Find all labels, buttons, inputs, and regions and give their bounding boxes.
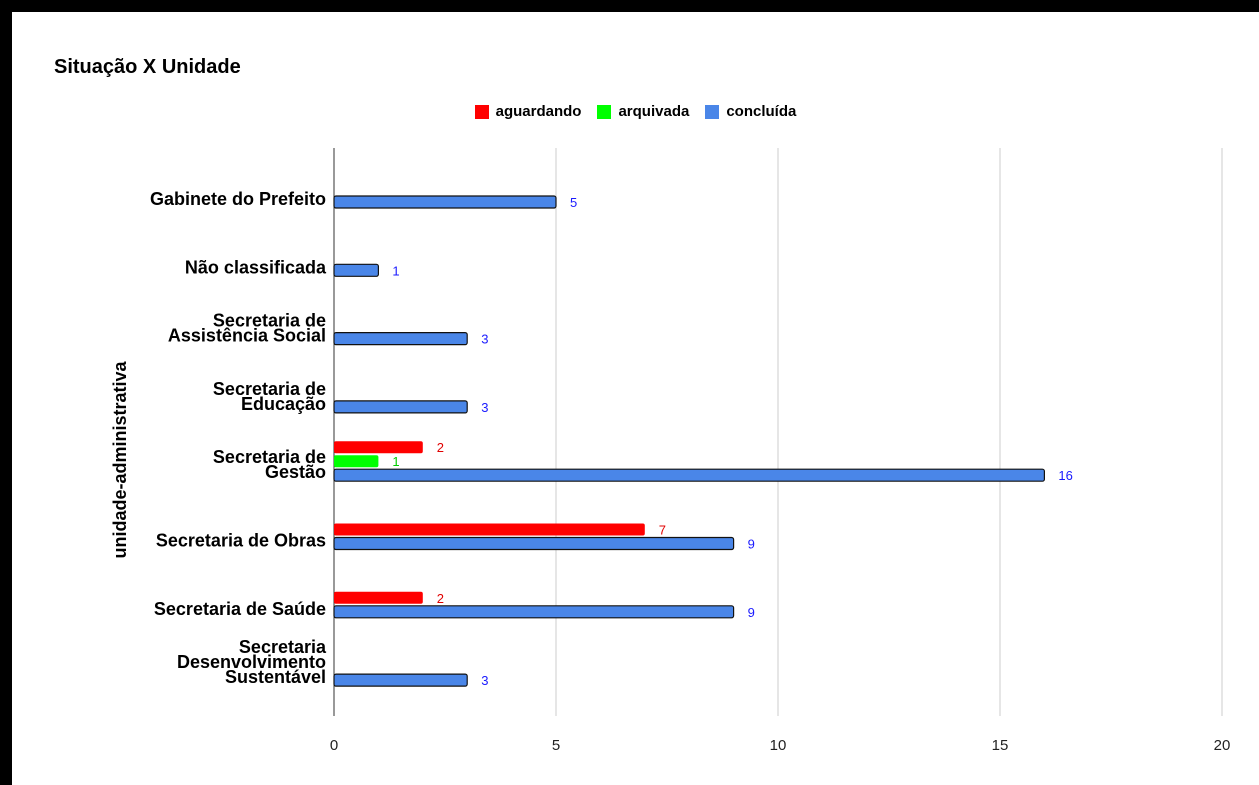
data-label-concluída-2: 3 (481, 332, 488, 347)
chart-panel: Situação X Unidade aguardando arquivada … (12, 12, 1259, 785)
x-tick-label-20: 20 (1214, 737, 1231, 754)
data-label-concluída-3: 3 (481, 400, 488, 415)
chart-legend: aguardando arquivada concluída (12, 103, 1259, 120)
x-tick-label-15: 15 (992, 737, 1009, 754)
data-label-arquivada-4: 1 (392, 454, 399, 469)
data-label-concluída-6: 9 (748, 605, 755, 620)
legend-label-aguardando: aguardando (495, 103, 582, 120)
chart-plot: 0 5 10 15 20 5 Gabinete do Prefeito 1 Não classi… (150, 148, 1231, 754)
legend-item-concluida[interactable]: concluída (705, 103, 796, 120)
category-label-3-1: Educação (241, 394, 326, 414)
category-label-4-1: Gestão (265, 462, 326, 482)
category-label-2-0: Secretaria de (213, 311, 326, 331)
category-label-6-0: Secretaria de Saúde (154, 599, 326, 619)
bar-concluída-1 (333, 263, 380, 277)
bar-aguardando-4 (334, 441, 423, 454)
bar-concluída-3 (333, 400, 468, 414)
data-label-concluída-7: 3 (481, 673, 488, 688)
data-label-aguardando-6: 2 (437, 591, 444, 606)
chart-title: Situação X Unidade (54, 56, 241, 78)
legend-swatch-concluida (705, 104, 720, 119)
category-label-7-2: Sustentável (225, 667, 326, 687)
data-label-concluída-0: 5 (570, 195, 577, 210)
bar-concluída-0 (333, 195, 557, 209)
data-label-concluída-5: 9 (748, 537, 755, 552)
category-label-4-0: Secretaria de (213, 447, 326, 467)
data-label-concluída-4: 16 (1058, 468, 1072, 483)
x-tick-label-0: 0 (330, 737, 338, 754)
bar-concluída-2 (333, 332, 468, 346)
category-label-5-0: Secretaria de Obras (156, 531, 326, 551)
legend-label-concluida: concluída (726, 103, 797, 120)
bar-concluída-5 (333, 536, 735, 551)
legend-swatch-arquivada (597, 104, 612, 119)
legend-item-arquivada[interactable]: arquivada (597, 103, 689, 120)
x-tick-label-10: 10 (770, 737, 787, 754)
bar-aguardando-6 (334, 591, 423, 604)
legend-item-aguardando[interactable]: aguardando (474, 103, 582, 120)
category-label-7-0: Secretaria (239, 637, 327, 657)
data-label-aguardando-5: 7 (659, 523, 666, 538)
data-label-concluída-1: 1 (392, 263, 399, 278)
bar-aguardando-5 (334, 523, 645, 536)
bar-concluída-4 (333, 468, 1046, 482)
legend-label-arquivada: arquivada (618, 103, 690, 120)
category-label-0-0: Gabinete do Prefeito (150, 189, 326, 209)
category-label-7-1: Desenvolvimento (177, 652, 326, 672)
bar-concluída-7 (333, 673, 468, 687)
category-label-1-0: Não classificada (185, 257, 327, 277)
category-label-2-1: Assistência Social (168, 326, 326, 346)
category-label-3-0: Secretaria de (213, 379, 326, 399)
bar-arquivada-4 (334, 455, 379, 468)
data-label-aguardando-4: 2 (437, 440, 444, 455)
x-tick-label-5: 5 (552, 737, 560, 754)
legend-swatch-aguardando (474, 104, 489, 119)
bar-concluída-6 (333, 605, 735, 619)
